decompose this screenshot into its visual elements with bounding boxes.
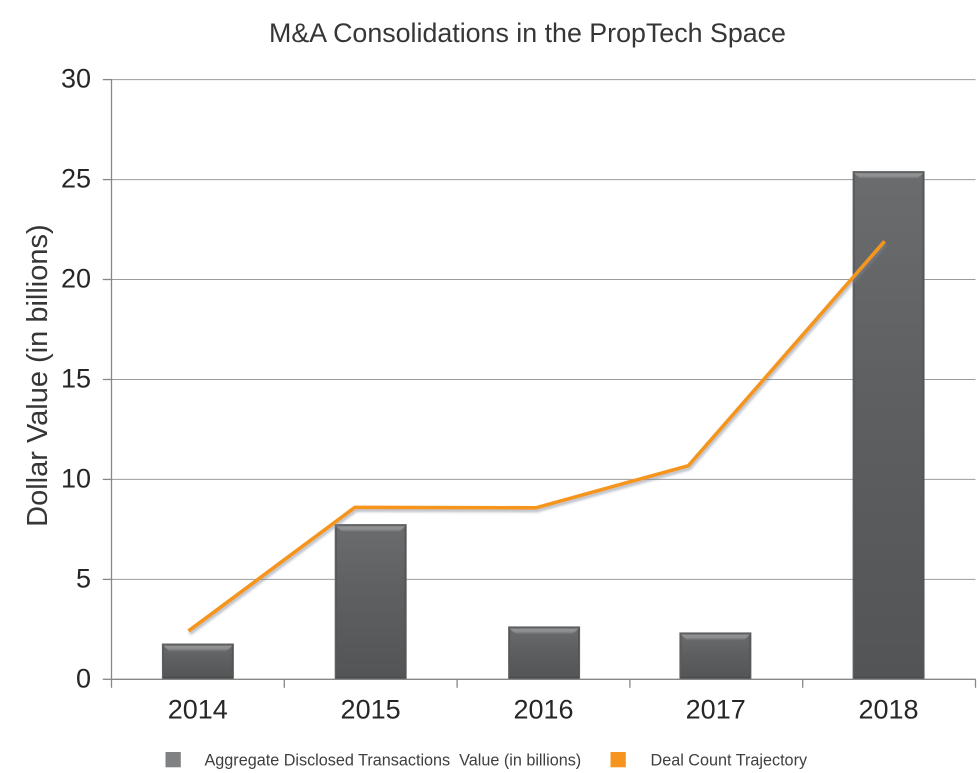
svg-text:Aggregate Disclosed Transactio: Aggregate Disclosed Transactions Value (…	[205, 752, 582, 770]
svg-text:2018: 2018	[858, 695, 918, 725]
svg-text:Dollar Value (in billions): Dollar Value (in billions)	[22, 224, 54, 526]
svg-text:2017: 2017	[686, 695, 746, 725]
svg-text:2015: 2015	[341, 695, 401, 725]
svg-text:15: 15	[61, 364, 91, 394]
svg-text:M&A Consolidations in the Prop: M&A Consolidations in the PropTech Space	[269, 18, 786, 48]
svg-text:10: 10	[61, 463, 91, 493]
svg-text:2016: 2016	[513, 695, 573, 725]
svg-text:2014: 2014	[168, 695, 228, 725]
svg-text:25: 25	[61, 164, 91, 194]
svg-text:0: 0	[76, 663, 91, 693]
svg-text:30: 30	[61, 64, 91, 94]
svg-text:Deal Count Trajectory: Deal Count Trajectory	[651, 752, 808, 770]
svg-text:5: 5	[76, 563, 91, 593]
svg-text:20: 20	[61, 264, 91, 294]
